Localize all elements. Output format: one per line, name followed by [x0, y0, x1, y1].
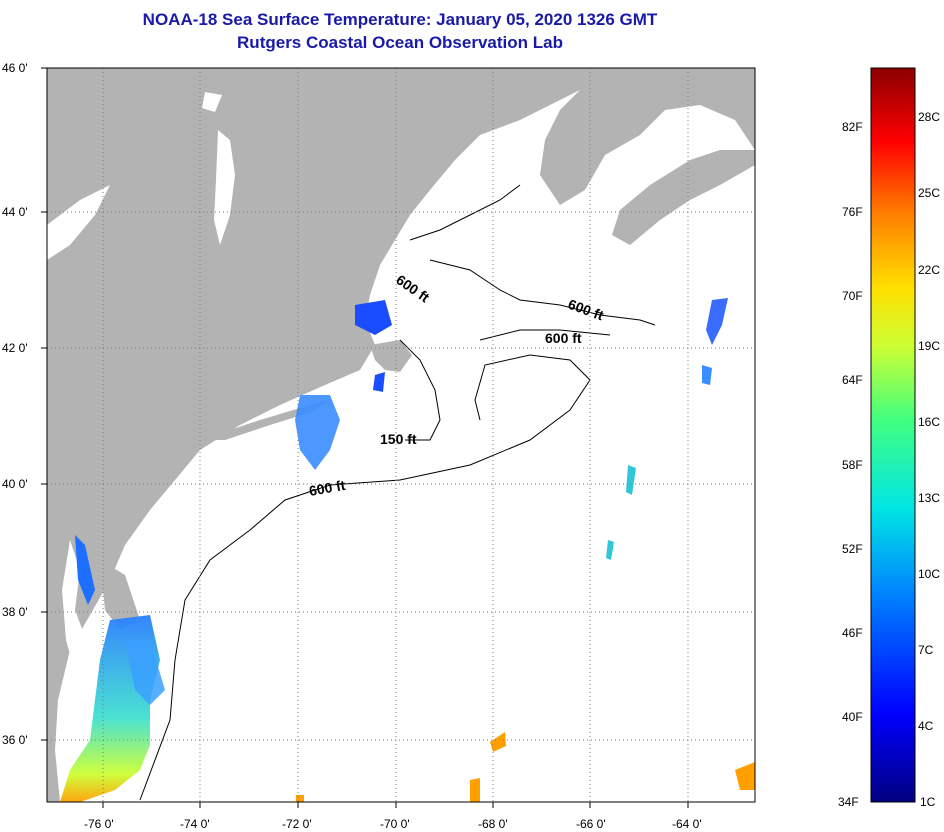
- lat-label-38: 38 0': [2, 605, 28, 619]
- lon-label-70: -70 0': [380, 817, 410, 831]
- sst-patch-offshore-3: [626, 465, 636, 495]
- colorbar-c-1: 1C: [920, 795, 936, 809]
- sst-patch-warm-2: [470, 778, 480, 802]
- map-subtitle: Rutgers Coastal Ocean Observation Lab: [237, 33, 563, 52]
- colorbar-f-34: 34F: [838, 795, 859, 809]
- land-mainland: [47, 68, 600, 802]
- colorbar-f-52: 52F: [842, 542, 863, 556]
- contour-label-georges: 600 ft: [545, 330, 582, 346]
- contour-maine-coast: [409, 184, 521, 241]
- sst-patch-warm-1: [490, 732, 506, 752]
- colorbar: [870, 67, 916, 803]
- sst-patch-mass-bay: [355, 300, 392, 335]
- colorbar-f-76: 76F: [842, 205, 863, 219]
- axis-ticks: [41, 67, 689, 808]
- land-delmarva: [100, 560, 140, 630]
- lon-label-64: -64 0': [672, 817, 702, 831]
- colorbar-c-4: 4C: [918, 719, 934, 733]
- lon-label-76: -76 0': [84, 817, 114, 831]
- land-cape-cod: [370, 340, 412, 372]
- lat-label-42: 42 0': [2, 341, 28, 355]
- colorbar-c-28: 28C: [918, 110, 941, 124]
- sst-patch-block-island: [295, 395, 340, 470]
- lon-label-74: -74 0': [180, 817, 210, 831]
- sst-patch-buzzards: [373, 372, 385, 392]
- lon-label-72: -72 0': [282, 817, 312, 831]
- lat-label-44: 44 0': [2, 205, 28, 219]
- lon-label-66: -66 0': [576, 817, 606, 831]
- lon-label-68: -68 0': [478, 817, 508, 831]
- colorbar-c-22: 22C: [918, 263, 941, 277]
- colorbar-c-13: 13C: [918, 491, 941, 505]
- lake-champlain: [214, 130, 235, 245]
- colorbar-f-58: 58F: [842, 458, 863, 472]
- sst-patch-warm-4: [296, 795, 304, 802]
- colorbar-f-46: 46F: [842, 626, 863, 640]
- colorbar-c-10: 10C: [918, 567, 941, 581]
- colorbar-c-7: 7C: [918, 643, 934, 657]
- contour-label-shelf: 600 ft: [308, 477, 347, 499]
- contour-600ft-gulf-maine: [429, 259, 656, 341]
- colorbar-c-16: 16C: [918, 415, 941, 429]
- map-title: NOAA-18 Sea Surface Temperature: January…: [142, 10, 658, 29]
- sst-patch-offshore-1: [706, 298, 728, 345]
- lat-label-40: 40 0': [2, 477, 28, 491]
- colorbar-f-70: 70F: [842, 289, 863, 303]
- map-frame: [46, 67, 756, 803]
- colorbar-f-64: 64F: [842, 373, 863, 387]
- land-canada-east: [540, 68, 755, 205]
- sst-patch-offshore-4: [606, 540, 614, 560]
- colorbar-c-19: 19C: [918, 339, 941, 353]
- chesapeake-bay: [62, 540, 100, 720]
- sst-patch-shelf: [125, 640, 165, 705]
- lake-ontario: [47, 185, 110, 260]
- contour-150ft: [399, 339, 441, 441]
- contour-label-150ft: 150 ft: [380, 431, 417, 447]
- sst-patch-warm-3: [735, 762, 755, 790]
- colorbar-f-40: 40F: [842, 710, 863, 724]
- colorbar-c-25: 25C: [918, 186, 941, 200]
- lat-label-46: 46 0': [2, 61, 28, 75]
- contour-600ft-shelf: [139, 354, 591, 801]
- sst-patch-offshore-2: [702, 365, 712, 385]
- lat-label-36: 36 0': [2, 733, 28, 747]
- land-nova-scotia: [612, 150, 755, 245]
- sst-patch-delaware: [75, 535, 95, 605]
- moosehead-lake: [202, 92, 222, 112]
- colorbar-f-82: 82F: [842, 120, 863, 134]
